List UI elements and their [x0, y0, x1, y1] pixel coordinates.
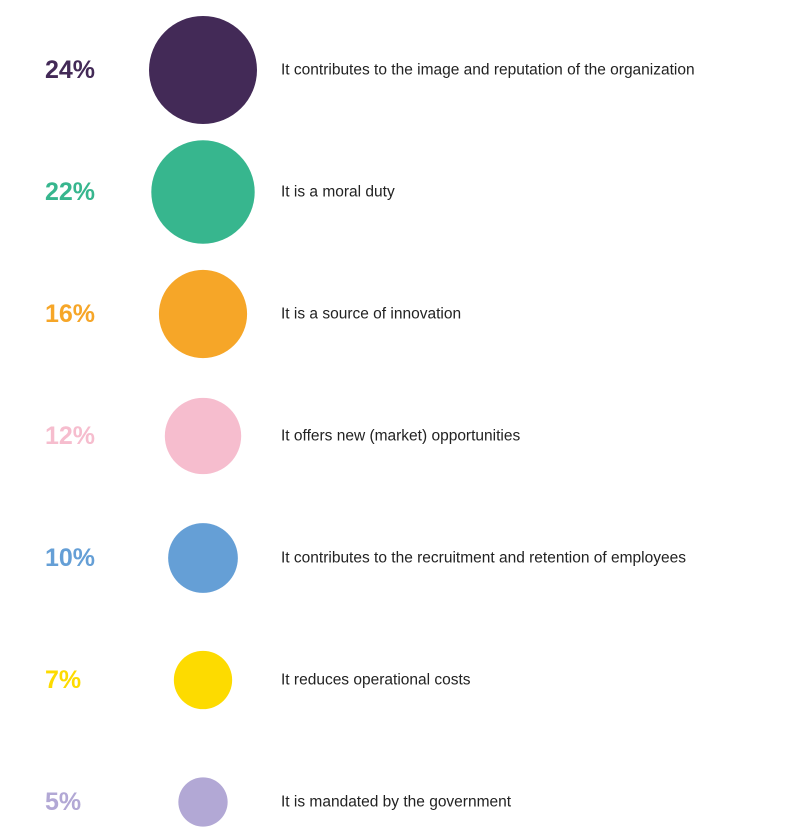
- percentage-label: 10%: [45, 544, 95, 572]
- percentage-label: 24%: [45, 56, 95, 84]
- bubble: [151, 140, 255, 244]
- reason-label: It contributes to the recruitment and re…: [281, 550, 686, 567]
- chart-rows: 24% It contributes to the image and reput…: [45, 16, 695, 827]
- chart-row: 10% It contributes to the recruitment and…: [45, 523, 686, 593]
- bubble: [178, 777, 228, 827]
- chart-row: 12% It offers new (market) opportunities: [45, 397, 520, 475]
- chart-row: 22% It is a moral duty: [45, 140, 395, 244]
- bubble: [173, 650, 233, 710]
- chart-row: 5% It is mandated by the government: [45, 777, 512, 827]
- percentage-label: 5%: [45, 788, 81, 816]
- reason-label: It is mandated by the government: [281, 794, 512, 811]
- percentage-label: 16%: [45, 300, 95, 328]
- percentage-label: 12%: [45, 422, 95, 450]
- reason-label: It offers new (market) opportunities: [281, 428, 520, 445]
- percentage-label: 7%: [45, 666, 81, 694]
- reason-label: It is a source of innovation: [281, 306, 461, 323]
- chart-row: 7% It reduces operational costs: [45, 650, 471, 710]
- percentage-label: 22%: [45, 178, 95, 206]
- chart-row: 16% It is a source of innovation: [45, 269, 461, 359]
- chart-row: 24% It contributes to the image and reput…: [45, 16, 695, 124]
- reason-label: It contributes to the image and reputati…: [281, 62, 695, 79]
- reason-label: It reduces operational costs: [281, 672, 471, 689]
- reason-label: It is a moral duty: [281, 184, 395, 201]
- bubble: [168, 523, 238, 593]
- bubble: [158, 269, 248, 359]
- bubble: [149, 16, 257, 124]
- bubble: [164, 397, 242, 475]
